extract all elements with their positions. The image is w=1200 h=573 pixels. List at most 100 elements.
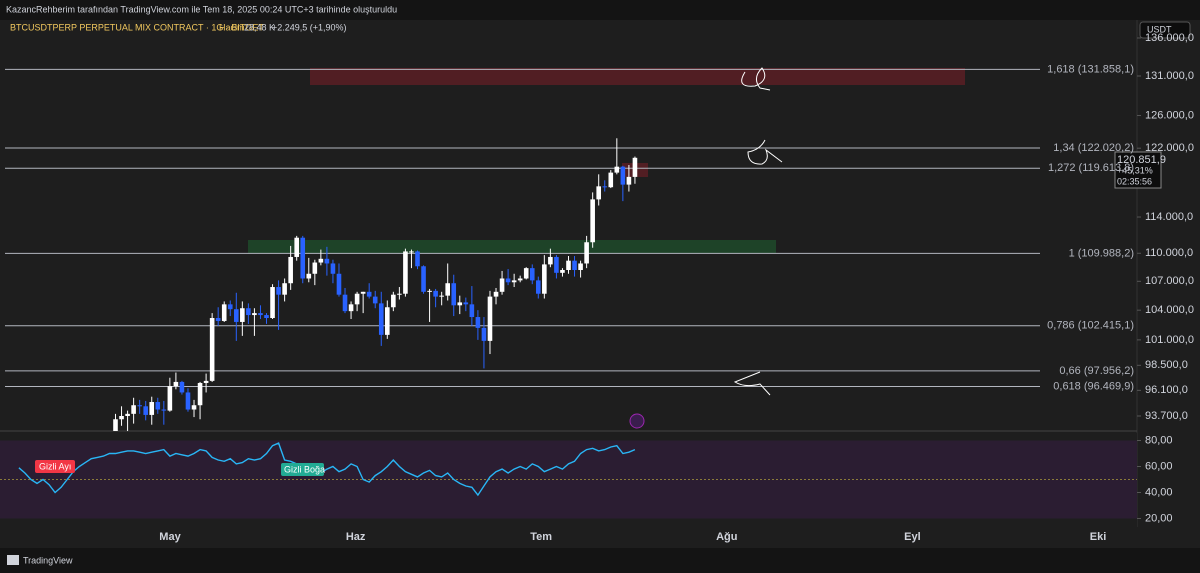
bull-label: Gizli Boğa (284, 464, 325, 474)
candle-body (451, 283, 457, 306)
candle-body (354, 293, 360, 305)
candle-body (542, 264, 547, 294)
main-pane (5, 68, 1040, 431)
fib-label: 0,786 (102.415,1) (1047, 320, 1134, 332)
candle-body (306, 273, 312, 279)
candle-body (481, 327, 487, 341)
bear-label-bg (35, 460, 75, 473)
candle-body (602, 186, 608, 188)
candle-body (342, 294, 348, 312)
rsi-line (18, 442, 636, 497)
candle-body (149, 402, 155, 415)
candle-body (572, 260, 577, 271)
month-label: Ağu (716, 531, 737, 543)
rsi-tick-label: 20,00 (1145, 512, 1173, 524)
candle-body (300, 237, 306, 279)
change: +2.249,5 (+1,90%) (272, 22, 347, 32)
candle-body (632, 157, 638, 177)
y-tick-label: 110.000,0 (1145, 247, 1193, 259)
candle-body (493, 291, 499, 297)
y-tick-label: 104.000,0 (1145, 304, 1194, 316)
top-bar (0, 0, 1200, 20)
badge-price: 120.851,9 (1117, 154, 1166, 166)
arrow-sketch (741, 67, 771, 91)
candle-body (185, 392, 191, 410)
volume: 28,48 K (244, 22, 275, 32)
candle-body (197, 382, 203, 406)
candle-body (137, 405, 142, 407)
candle-body (288, 256, 293, 284)
candle-body (372, 296, 378, 304)
candle-body (336, 273, 342, 295)
candle-body (608, 172, 614, 188)
candle-body (511, 280, 517, 283)
candle-body (385, 307, 390, 335)
candle-body (457, 302, 463, 306)
bull-label-bg (281, 463, 324, 476)
brand: TradingView (23, 555, 73, 565)
candle-body (191, 405, 197, 410)
candle-body (173, 381, 179, 387)
candle-body (566, 260, 571, 271)
candle-body (391, 294, 396, 308)
candle-body (227, 304, 233, 310)
candle-body (409, 251, 414, 253)
candle-body (318, 258, 324, 263)
candle-body (246, 308, 251, 316)
currency-button[interactable] (1139, 21, 1191, 39)
candle-body (560, 270, 565, 273)
candle-body (143, 406, 148, 415)
demand-zone (248, 240, 776, 253)
candle-body (252, 313, 257, 316)
candle-body (221, 304, 227, 321)
rsi-tick-label: 60,00 (1145, 460, 1173, 472)
fib-label: 0,66 (97.956,2) (1059, 365, 1134, 377)
y-tick-label: 101.000,0 (1145, 334, 1194, 346)
candle-body (264, 315, 269, 319)
candle-body (203, 380, 209, 383)
badge-change: +45,31% (1117, 165, 1153, 175)
fib-label: 1 (109.988,2) (1069, 247, 1134, 259)
candle-body (499, 278, 505, 292)
candle-body (626, 176, 632, 185)
candle-body (366, 291, 372, 297)
candle-body (330, 263, 336, 274)
candle-body (445, 283, 450, 296)
footer (0, 548, 1200, 573)
candle-body (276, 287, 281, 295)
candle-body (209, 318, 215, 381)
brand-logo (7, 555, 19, 565)
arrow-sketch (733, 371, 771, 396)
alert-icon[interactable] (629, 413, 645, 429)
candle-body (584, 242, 589, 264)
candle-body (378, 303, 384, 335)
candle-body (294, 237, 299, 257)
candle-body (360, 291, 366, 294)
candle-body (596, 186, 601, 200)
badge-countdown: 02:35:56 (1117, 176, 1152, 186)
month-label: May (159, 531, 181, 543)
candle-body (475, 317, 481, 328)
fib-label: 0,618 (96.469,9) (1053, 380, 1134, 392)
candle-body (505, 278, 511, 283)
candle-body (312, 262, 318, 274)
rsi-group (0, 440, 1141, 519)
candle-body (469, 304, 475, 318)
candle-body (348, 304, 354, 312)
candle-body (215, 318, 221, 321)
candle-body (487, 296, 493, 341)
symbol: BTCUSDTPERP PERPETUAL MIX CONTRACT · 1G … (10, 22, 264, 32)
candle-body (167, 386, 173, 411)
candle-body (590, 199, 595, 243)
candle-body (119, 415, 124, 420)
y-tick-label: 114.000,0 (1145, 211, 1193, 223)
candle-body (234, 309, 239, 322)
y-tick-label: 122.000,0 (1145, 142, 1194, 154)
candle-body (529, 268, 535, 281)
month-label: Eyl (904, 531, 921, 543)
month-label: Haz (346, 531, 366, 543)
candle-body (397, 293, 402, 295)
candle-body (536, 280, 541, 294)
candle-body (427, 290, 432, 292)
